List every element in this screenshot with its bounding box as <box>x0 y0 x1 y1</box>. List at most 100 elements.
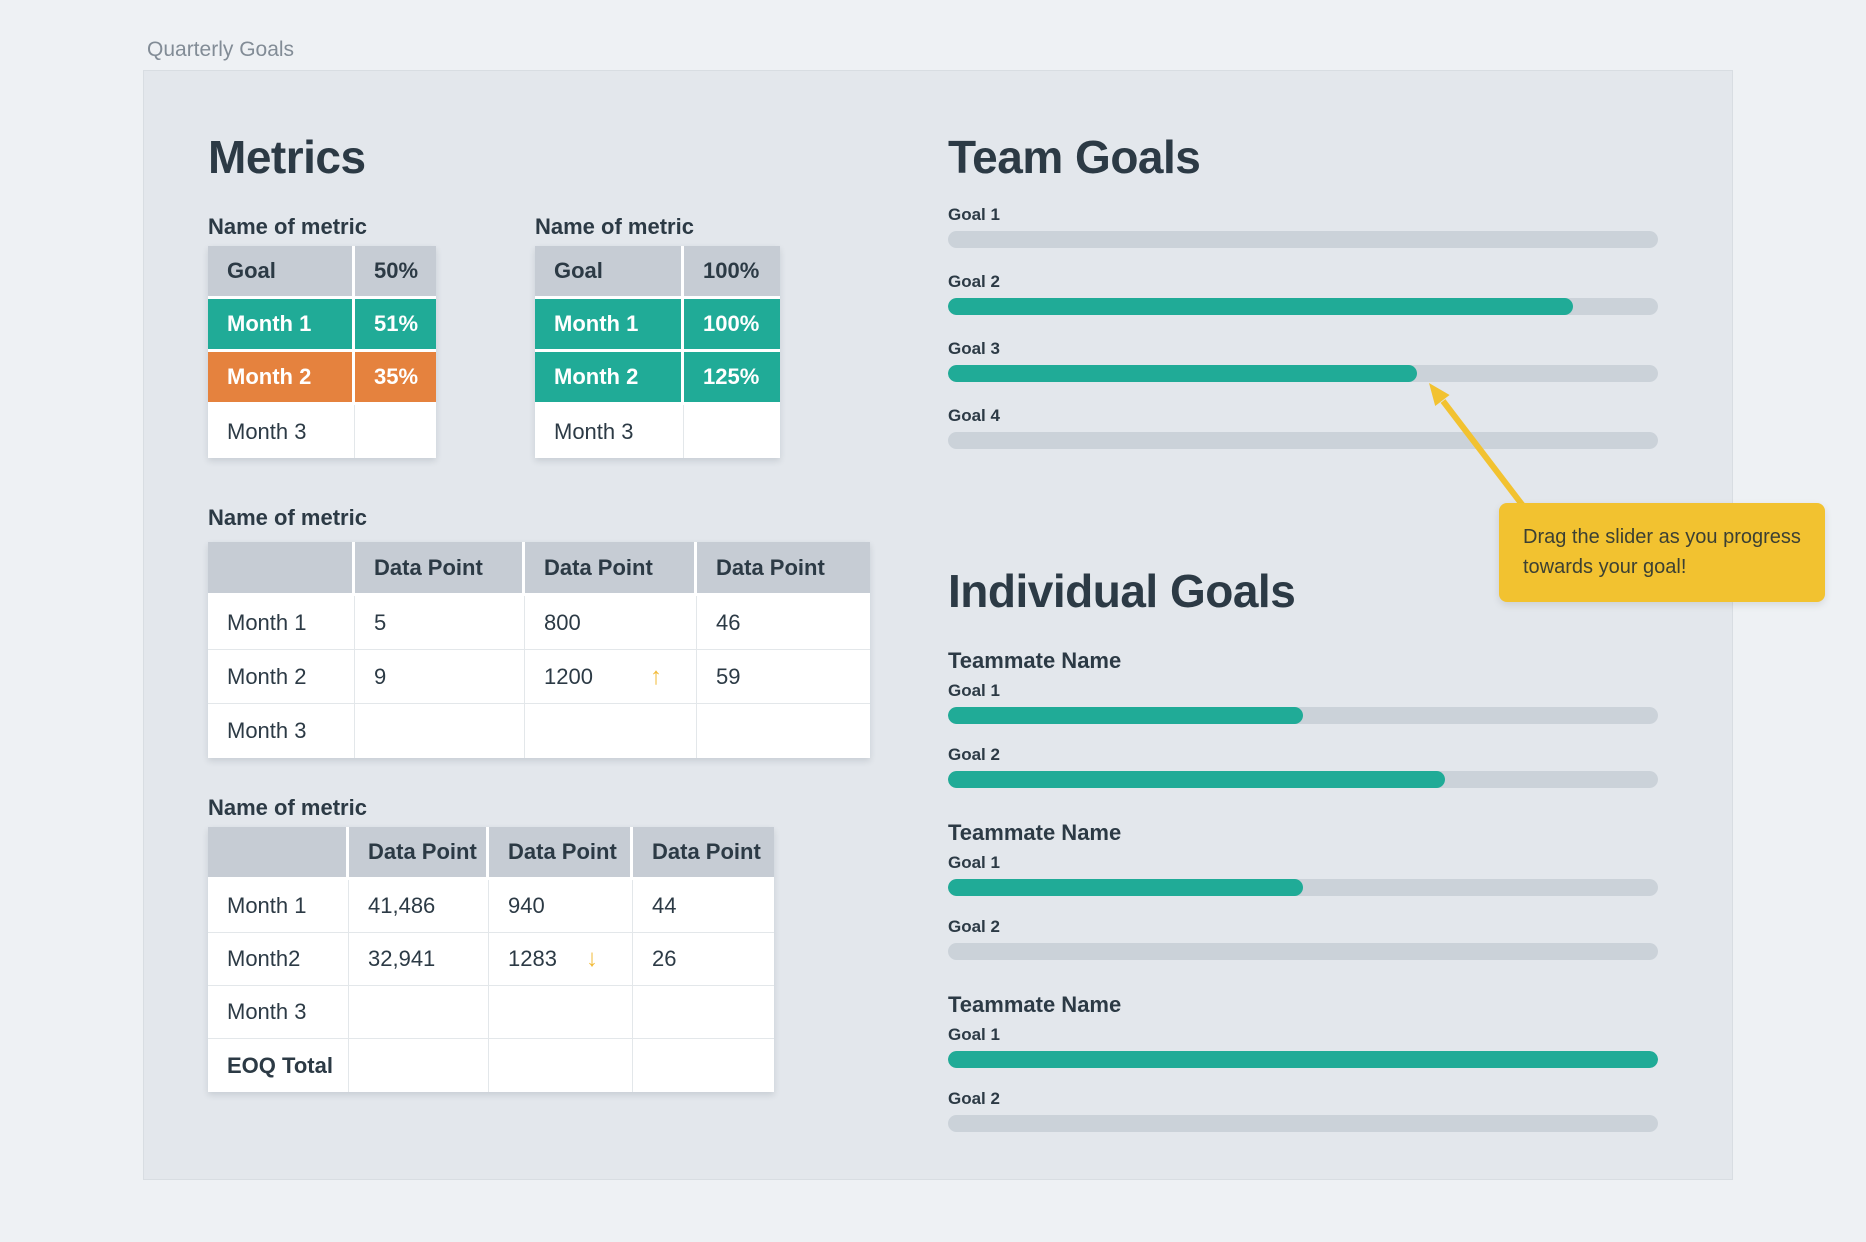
table-header-cell[interactable]: Goal <box>535 246 684 299</box>
table-cell[interactable]: 800 <box>525 596 697 650</box>
table-row: Month 1 5 800 46 <box>208 596 870 650</box>
table-cell[interactable]: 41,486 <box>349 880 489 933</box>
goal-slider[interactable] <box>948 942 1658 960</box>
goal-slider[interactable] <box>948 231 1658 249</box>
individual-goal-row: Goal 1 <box>948 853 1658 896</box>
goal-label: Goal 3 <box>948 339 1000 359</box>
table-cell[interactable] <box>349 1039 489 1092</box>
goal-slider-fill <box>948 878 1303 896</box>
table-row: Month 1 100% <box>535 299 780 352</box>
table-cell[interactable]: Month 1 <box>208 880 349 933</box>
table-cell[interactable]: Month 2 <box>208 352 355 405</box>
table-cell[interactable] <box>355 704 525 758</box>
table-cell[interactable]: 44 <box>633 880 774 933</box>
table-row: Month 3 <box>208 986 774 1039</box>
table-cell[interactable]: Month 1 <box>535 299 684 352</box>
table-cell[interactable]: 32,941 <box>349 933 489 986</box>
table-cell[interactable] <box>697 704 870 758</box>
goal-slider[interactable] <box>948 432 1658 450</box>
table-cell[interactable] <box>633 986 774 1039</box>
table-cell[interactable]: EOQ Total <box>208 1039 349 1092</box>
metric-table-2: Goal 100% Month 1 100% Month 2 125% Mont… <box>535 246 780 458</box>
metric-table-1-label: Name of metric <box>208 214 367 239</box>
table-cell[interactable]: 59 <box>697 650 870 704</box>
table-cell-value: 1200 <box>544 663 593 689</box>
table-cell[interactable]: 1283 ↓ <box>489 933 633 986</box>
goal-label: Goal 1 <box>948 680 1000 700</box>
table-cell[interactable]: Month 2 <box>208 650 355 704</box>
table-cell[interactable]: Month 3 <box>208 986 349 1039</box>
table-row: Month 3 <box>208 704 870 758</box>
table-header-cell[interactable]: Data Point <box>525 542 697 596</box>
table-cell[interactable]: 1200 ↑ <box>525 650 697 704</box>
goal-slider-fill <box>948 770 1445 788</box>
goal-label: Goal 1 <box>948 1024 1000 1044</box>
table-cell[interactable] <box>525 704 697 758</box>
metrics-heading: Metrics <box>208 131 366 183</box>
table-cell[interactable] <box>489 986 633 1039</box>
goal-slider[interactable] <box>948 1114 1658 1132</box>
goal-label: Goal 2 <box>948 272 1000 292</box>
table-header-cell[interactable]: Data Point <box>697 542 870 596</box>
table-cell[interactable]: Month 3 <box>208 704 355 758</box>
team-goals-heading: Team Goals <box>948 131 1201 183</box>
table-header-cell[interactable] <box>208 542 355 596</box>
table-cell[interactable] <box>633 1039 774 1092</box>
table-cell[interactable]: Month 3 <box>535 405 684 458</box>
table-header-cell[interactable]: 50% <box>355 246 436 299</box>
table-cell[interactable]: Month 2 <box>535 352 684 405</box>
metric-table-3: Data Point Data Point Data Point Month 1… <box>208 542 870 758</box>
table-header-cell[interactable]: Goal <box>208 246 355 299</box>
teammate-block: Teammate Name Goal 1 Goal 2 <box>948 992 1658 1132</box>
tooltip-arrow-icon <box>1429 383 1530 513</box>
table-cell[interactable]: 125% <box>684 352 780 405</box>
teammate-block: Teammate Name Goal 1 Goal 2 <box>948 648 1658 788</box>
goal-label: Goal 2 <box>948 1088 1000 1108</box>
table-row: Month 1 41,486 940 44 <box>208 880 774 933</box>
goal-slider[interactable] <box>948 878 1658 896</box>
table-row: Month 2 9 1200 ↑ 59 <box>208 650 870 704</box>
trend-up-icon: ↑ <box>650 662 662 690</box>
goal-slider[interactable] <box>948 1050 1658 1068</box>
table-cell[interactable] <box>489 1039 633 1092</box>
table-cell[interactable]: 46 <box>697 596 870 650</box>
table-cell[interactable]: 51% <box>355 299 436 352</box>
individual-goal-row: Goal 2 <box>948 917 1658 960</box>
table-cell[interactable]: 9 <box>355 650 525 704</box>
table-cell[interactable]: Month 1 <box>208 299 355 352</box>
table-cell[interactable]: 5 <box>355 596 525 650</box>
goal-slider[interactable] <box>948 770 1658 788</box>
individual-goal-row: Goal 1 <box>948 681 1658 724</box>
table-cell[interactable]: Month2 <box>208 933 349 986</box>
table-cell[interactable]: Month 1 <box>208 596 355 650</box>
goal-label: Goal 1 <box>948 205 1000 225</box>
table-cell[interactable]: 940 <box>489 880 633 933</box>
table-header-cell[interactable]: Data Point <box>355 542 525 596</box>
table-cell[interactable] <box>684 405 780 458</box>
table-header-cell[interactable] <box>208 827 349 880</box>
team-goal-row: Goal 3 <box>948 339 1658 383</box>
table-header-cell[interactable]: 100% <box>684 246 780 299</box>
table-cell[interactable]: 26 <box>633 933 774 986</box>
table-row: Month 3 <box>535 405 780 458</box>
table-cell[interactable]: Month 3 <box>208 405 355 458</box>
table-row: Goal 100% <box>535 246 780 299</box>
goal-slider[interactable] <box>948 298 1658 316</box>
teammate-block: Teammate Name Goal 1 Goal 2 <box>948 820 1658 960</box>
table-cell[interactable] <box>349 986 489 1039</box>
table-cell[interactable]: 100% <box>684 299 780 352</box>
goal-slider[interactable] <box>948 706 1658 724</box>
metric-table-3-label: Name of metric <box>208 505 367 530</box>
table-header-cell[interactable]: Data Point <box>633 827 774 880</box>
table-row: Data Point Data Point Data Point <box>208 542 870 596</box>
table-cell[interactable]: 35% <box>355 352 436 405</box>
teammate-name: Teammate Name <box>948 819 1122 845</box>
table-cell[interactable] <box>355 405 436 458</box>
individual-goal-row: Goal 1 <box>948 1025 1658 1068</box>
table-header-cell[interactable]: Data Point <box>349 827 489 880</box>
goals-column: Team Goals Goal 1 Goal 2 Goal 3 Goal 4 I… <box>948 71 1658 1132</box>
table-row: Month 2 35% <box>208 352 436 405</box>
table-header-cell[interactable]: Data Point <box>489 827 633 880</box>
goal-slider[interactable] <box>948 365 1658 383</box>
team-goal-row: Goal 2 <box>948 272 1658 316</box>
